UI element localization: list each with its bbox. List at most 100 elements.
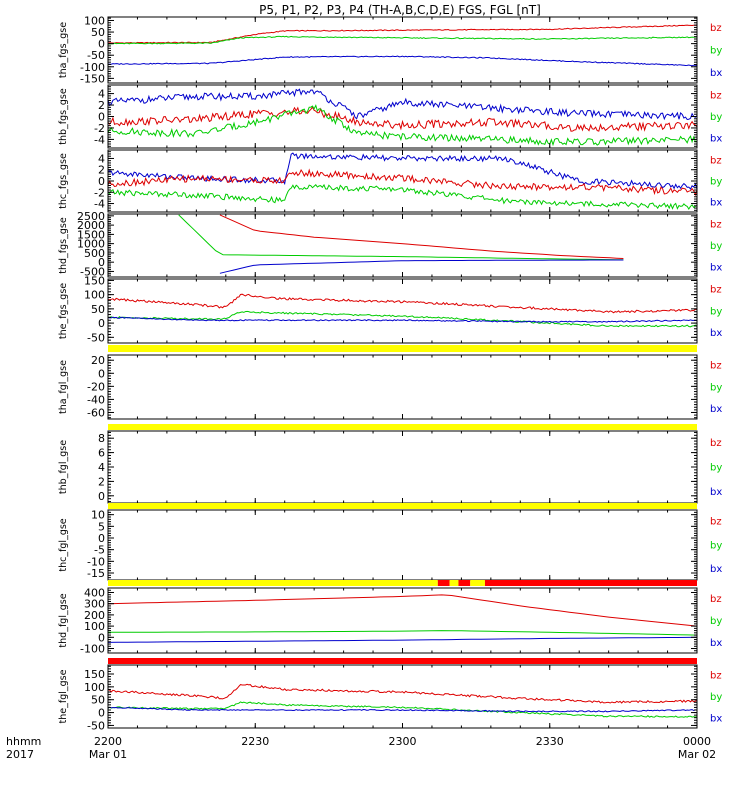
axis-box: [107, 149, 698, 213]
flag-segment: [449, 580, 459, 586]
axis-box: [107, 213, 698, 278]
y-tick-label: -500: [80, 265, 105, 278]
trace-bz: [219, 214, 624, 259]
axis-box: [107, 509, 698, 581]
y-axis-label: thd_fgs_gse: [58, 217, 69, 274]
y-tick-label: 10: [91, 509, 105, 522]
legend-bz: bz: [710, 219, 722, 230]
y-axis-label: tha_fgs_gse: [58, 22, 69, 78]
flag-segment: [108, 424, 697, 430]
flag-bars-layer: [108, 345, 697, 664]
trace-bx: [108, 636, 697, 643]
y-tick-label: -2: [94, 122, 105, 135]
legend-by: by: [710, 692, 722, 703]
trace-bx: [219, 259, 624, 274]
legend-bx: bx: [710, 487, 722, 498]
flag-segment: [108, 503, 697, 509]
trace-bx: [108, 706, 697, 713]
y-tick-label: -4: [94, 198, 105, 211]
y-tick-label: -4: [94, 133, 105, 146]
x-tick-label: 0000: [683, 735, 711, 748]
traces-tha_fgs_gse: [108, 24, 697, 67]
y-tick-label: -5: [94, 544, 105, 557]
y-axis-label: thc_fgl_gse: [58, 518, 69, 571]
trace-by: [108, 104, 697, 147]
axis-box: [107, 354, 698, 420]
legend-bz: bz: [710, 90, 722, 101]
trace-bx: [108, 55, 697, 67]
legend-by: by: [710, 112, 722, 123]
trace-bz: [108, 594, 697, 627]
trace-bz: [108, 293, 697, 314]
y-tick-label: 0: [98, 38, 105, 51]
legend-by: by: [710, 616, 722, 627]
legend-by: by: [710, 540, 722, 551]
x-year-label: 2017: [6, 748, 34, 761]
y-tick-label: 2: [98, 164, 105, 177]
flag-segment: [108, 658, 697, 664]
y-tick-label: -100: [80, 61, 105, 74]
y-tick-label: 0: [98, 532, 105, 545]
y-axis-label: thc_fgs_gse: [58, 153, 69, 209]
legend-bz: bz: [710, 670, 722, 681]
y-tick-label: -40: [87, 393, 105, 406]
traces-thc_fgs_gse: [108, 152, 697, 210]
y-axis-label: thb_fgl_gse: [58, 440, 69, 494]
legend-bx: bx: [710, 564, 722, 575]
legend-by: by: [710, 241, 722, 252]
y-tick-label: 0: [98, 256, 105, 269]
y-tick-label: 4: [98, 461, 105, 474]
legend-bx: bx: [710, 638, 722, 649]
trace-by: [108, 35, 697, 45]
trace-bx: [108, 88, 697, 121]
x-tick-label: 2330: [536, 735, 564, 748]
x-tick-label: 2230: [241, 735, 269, 748]
x-tick-label: 2200: [94, 735, 122, 748]
y-tick-label: 2: [98, 475, 105, 488]
y-tick-label: -2: [94, 186, 105, 199]
y-tick-label: -100: [80, 643, 105, 656]
legend-bz: bz: [710, 23, 722, 34]
trace-by: [108, 701, 697, 718]
flag-segment: [108, 345, 697, 352]
y-tick-label: 2000: [77, 219, 105, 232]
x-date-label: Mar 02: [678, 748, 716, 761]
y-tick-label: 200: [84, 609, 105, 622]
legend-bx: bx: [710, 68, 722, 79]
legend-bx: bx: [710, 133, 722, 144]
y-tick-label: 8: [98, 432, 105, 445]
legend-bx: bx: [710, 404, 722, 415]
traces-thb_fgs_gse: [108, 88, 697, 147]
y-axis-label: thb_fgs_gse: [58, 88, 69, 145]
y-tick-label: 4: [98, 152, 105, 165]
x-tick-label: 2300: [389, 735, 417, 748]
y-tick-label: 150: [84, 274, 105, 287]
legend-bz: bz: [710, 438, 722, 449]
y-tick-label: -15: [87, 567, 105, 580]
y-tick-label: 300: [84, 598, 105, 611]
axis-box: [107, 16, 698, 84]
axis-box: [107, 278, 698, 344]
legend-bx: bx: [710, 197, 722, 208]
trace-bz: [108, 168, 697, 197]
axis-box: [107, 587, 698, 654]
y-tick-label: 100: [84, 14, 105, 27]
y-tick-label: 1000: [77, 238, 105, 251]
y-axis-label: the_fgl_gse: [58, 669, 69, 723]
axis-box: [107, 430, 698, 504]
y-tick-label: 2: [98, 99, 105, 112]
y-tick-label: 20: [91, 354, 105, 367]
legend-bx: bx: [710, 328, 722, 339]
legend-by: by: [710, 176, 722, 187]
x-format-label: hhmm: [6, 735, 41, 748]
trace-by: [178, 214, 624, 261]
trace-bz: [108, 106, 697, 132]
flag-segment: [437, 580, 450, 586]
